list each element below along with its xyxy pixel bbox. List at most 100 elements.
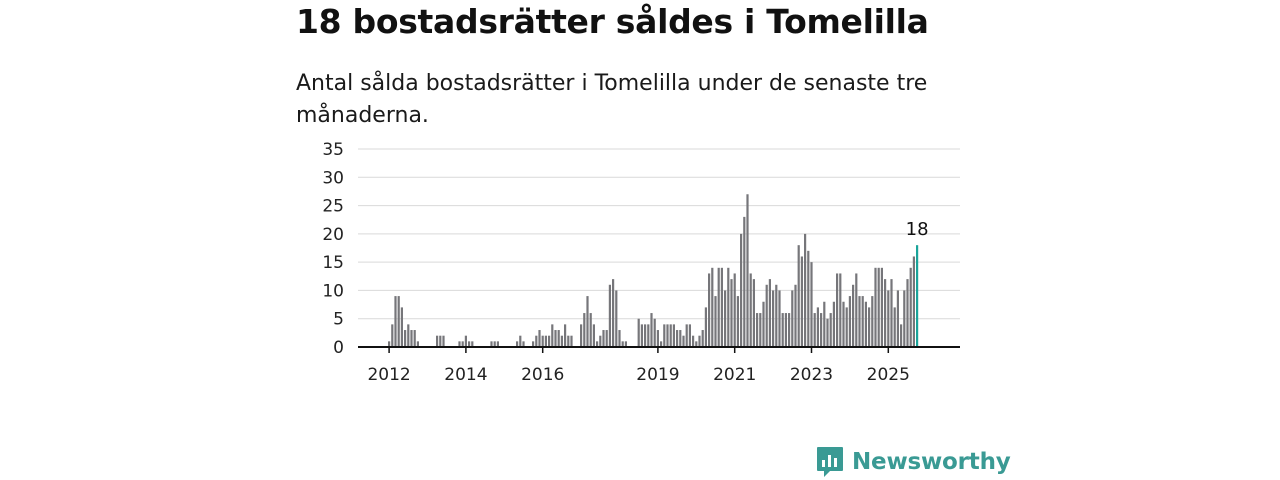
x-tick-label: 2021 xyxy=(713,365,756,385)
bar xyxy=(893,307,896,347)
bar xyxy=(858,296,861,347)
bar xyxy=(397,296,400,347)
bar xyxy=(906,279,909,347)
x-tick-label: 2012 xyxy=(367,365,410,385)
bar xyxy=(637,318,640,347)
bar xyxy=(807,250,810,347)
bar xyxy=(416,341,419,347)
bar xyxy=(624,341,627,347)
bar xyxy=(410,330,413,347)
bar xyxy=(701,330,704,347)
bar xyxy=(612,279,615,347)
bar-chart-icon xyxy=(817,447,843,477)
bar xyxy=(909,267,912,347)
bar xyxy=(752,279,755,347)
bar xyxy=(570,335,573,347)
bar xyxy=(653,318,656,347)
bar xyxy=(692,335,695,347)
bar xyxy=(720,267,723,347)
bar xyxy=(877,267,880,347)
x-tick-label: 2023 xyxy=(790,365,833,385)
bar xyxy=(493,341,496,347)
bar xyxy=(912,256,915,347)
bar xyxy=(599,335,602,347)
bar xyxy=(884,279,887,347)
y-tick-label: 10 xyxy=(322,281,344,301)
bar xyxy=(781,313,784,347)
bar xyxy=(813,313,816,347)
bar xyxy=(554,330,557,347)
bar xyxy=(743,216,746,347)
bar xyxy=(621,341,624,347)
bar xyxy=(890,279,893,347)
bar xyxy=(522,341,525,347)
bar xyxy=(647,324,650,347)
bar xyxy=(845,307,848,347)
bar xyxy=(775,284,778,347)
bar xyxy=(740,233,743,347)
bar xyxy=(784,313,787,347)
bar xyxy=(874,267,877,347)
bar xyxy=(615,290,618,347)
bar xyxy=(442,335,445,347)
bar xyxy=(852,284,855,347)
bar xyxy=(541,335,544,347)
bar xyxy=(596,341,599,347)
bar xyxy=(544,335,547,347)
bar xyxy=(650,313,653,347)
data-label: 18 xyxy=(906,219,929,240)
bar xyxy=(404,330,407,347)
bar xyxy=(810,262,813,347)
bar xyxy=(887,290,890,347)
bar xyxy=(772,290,775,347)
bar xyxy=(746,194,749,347)
bar xyxy=(765,284,768,347)
bar xyxy=(698,335,701,347)
bar xyxy=(464,335,467,347)
bar xyxy=(733,273,736,347)
bar xyxy=(836,273,839,347)
bar xyxy=(816,307,819,347)
bar xyxy=(736,296,739,347)
logo-text: Newsworthy xyxy=(852,449,1011,475)
bar xyxy=(704,307,707,347)
bar xyxy=(688,324,691,347)
bar xyxy=(900,324,903,347)
x-tick-label: 2016 xyxy=(521,365,564,385)
bar xyxy=(861,296,864,347)
bar xyxy=(800,256,803,347)
bar xyxy=(656,330,659,347)
bar xyxy=(407,324,410,347)
bar xyxy=(832,301,835,347)
bar xyxy=(727,267,730,347)
bar xyxy=(400,307,403,347)
bar xyxy=(855,273,858,347)
bar xyxy=(413,330,416,347)
bar xyxy=(804,233,807,347)
bar xyxy=(548,335,551,347)
bar xyxy=(724,290,727,347)
bar xyxy=(864,301,867,347)
bar xyxy=(676,330,679,347)
bar xyxy=(394,296,397,347)
y-tick-label: 0 xyxy=(333,338,344,358)
bar xyxy=(797,245,800,347)
bar xyxy=(868,307,871,347)
bar xyxy=(794,284,797,347)
bar xyxy=(788,313,791,347)
bar xyxy=(439,335,442,347)
chart-subtitle: Antal sålda bostadsrätter i Tomelilla un… xyxy=(296,71,928,128)
x-tick-label: 2019 xyxy=(636,365,679,385)
bar xyxy=(608,284,611,347)
bar xyxy=(714,296,717,347)
bar xyxy=(672,324,675,347)
y-tick-label: 30 xyxy=(322,168,344,188)
bar xyxy=(436,335,439,347)
y-tick-label: 35 xyxy=(322,140,344,160)
highlight-bar xyxy=(916,245,919,347)
bar xyxy=(695,341,698,347)
bar xyxy=(896,290,899,347)
bar xyxy=(903,290,906,347)
bar xyxy=(605,330,608,347)
